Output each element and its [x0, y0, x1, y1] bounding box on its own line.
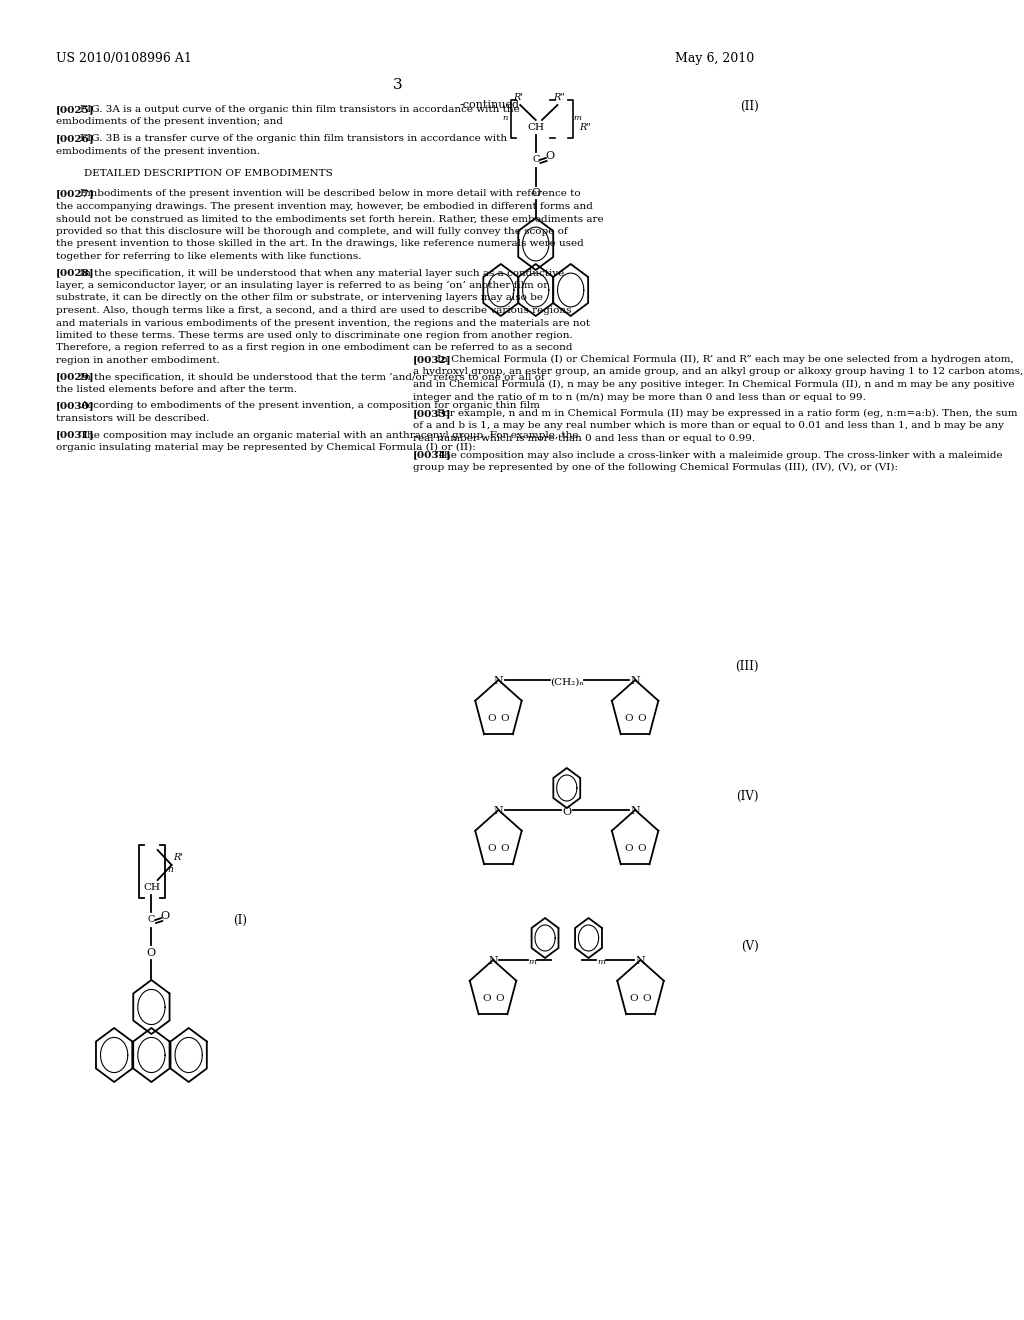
Text: O: O — [501, 714, 509, 723]
Text: provided so that this disclosure will be thorough and complete, and will fully c: provided so that this disclosure will be… — [56, 227, 567, 236]
Text: N: N — [488, 956, 498, 966]
Text: The composition may include an organic material with an anthracenyl group. For e: The composition may include an organic m… — [80, 430, 579, 440]
Text: O: O — [545, 150, 554, 161]
Text: O: O — [562, 807, 571, 817]
Text: the accompanying drawings. The present invention may, however, be embodied in di: the accompanying drawings. The present i… — [56, 202, 593, 211]
Text: FIG. 3A is a output curve of the organic thin film transistors in accordance wit: FIG. 3A is a output curve of the organic… — [80, 106, 520, 114]
Text: O: O — [630, 994, 638, 1003]
Text: [0032]: [0032] — [413, 355, 452, 364]
Text: m: m — [573, 114, 582, 121]
Text: group may be represented by one of the following Chemical Formulas (III), (IV), : group may be represented by one of the f… — [413, 463, 898, 473]
Text: O: O — [487, 843, 497, 853]
Text: -continued: -continued — [460, 100, 519, 110]
Text: n: n — [168, 866, 173, 874]
Text: (V): (V) — [740, 940, 759, 953]
Text: O: O — [501, 843, 509, 853]
Text: (CH₂)ₙ: (CH₂)ₙ — [550, 677, 584, 686]
Text: R': R' — [514, 92, 523, 102]
Text: layer, a semiconductor layer, or an insulating layer is referred to as being ‘on: layer, a semiconductor layer, or an insu… — [56, 281, 548, 290]
Text: O: O — [161, 911, 170, 921]
Text: According to embodiments of the present invention, a composition for organic thi: According to embodiments of the present … — [80, 401, 540, 411]
Text: [0030]: [0030] — [56, 401, 94, 411]
Text: limited to these terms. These terms are used only to discriminate one region fro: limited to these terms. These terms are … — [56, 331, 572, 341]
Text: a hydroxyl group, an ester group, an amide group, and an alkyl group or alkoxy g: a hydroxyl group, an ester group, an ami… — [413, 367, 1023, 376]
Text: integer and the ratio of m to n (m/n) may be more than 0 and less than or equal : integer and the ratio of m to n (m/n) ma… — [413, 392, 866, 401]
Text: O: O — [487, 714, 497, 723]
Text: (I): (I) — [232, 913, 247, 927]
Text: and materials in various embodiments of the present invention, the regions and t: and materials in various embodiments of … — [56, 318, 590, 327]
Text: and in Chemical Formula (I), n may be any positive integer. In Chemical Formula : and in Chemical Formula (I), n may be an… — [413, 380, 1015, 389]
Text: [0027]: [0027] — [56, 190, 94, 198]
Text: present. Also, though terms like a first, a second, and a third are used to desc: present. Also, though terms like a first… — [56, 306, 571, 315]
Text: R": R" — [580, 124, 591, 132]
Text: R': R' — [173, 854, 183, 862]
Text: substrate, it can be directly on the other film or substrate, or intervening lay: substrate, it can be directly on the oth… — [56, 293, 543, 302]
Text: real number which is more than 0 and less than or equal to 0.99.: real number which is more than 0 and les… — [413, 434, 755, 444]
Text: O: O — [637, 843, 646, 853]
Text: O: O — [146, 948, 156, 958]
Text: the present invention to those skilled in the art. In the drawings, like referen: the present invention to those skilled i… — [56, 239, 584, 248]
Text: The composition may also include a cross-linker with a maleimide group. The cros: The composition may also include a cross… — [437, 450, 1002, 459]
Text: O: O — [496, 994, 504, 1003]
Text: embodiments of the present invention; and: embodiments of the present invention; an… — [56, 117, 283, 127]
Text: N: N — [630, 676, 640, 686]
Text: of a and b is 1, a may be any real number which is more than or equal to 0.01 an: of a and b is 1, a may be any real numbe… — [413, 421, 1004, 430]
Text: (II): (II) — [739, 100, 759, 114]
Text: DETAILED DESCRIPTION OF EMBODIMENTS: DETAILED DESCRIPTION OF EMBODIMENTS — [84, 169, 333, 178]
Text: Embodiments of the present invention will be described below in more detail with: Embodiments of the present invention wil… — [80, 190, 581, 198]
Text: For example, n and m in Chemical Formula (II) may be expressed in a ratio form (: For example, n and m in Chemical Formula… — [437, 409, 1018, 418]
Text: [0029]: [0029] — [56, 372, 94, 381]
Text: [0025]: [0025] — [56, 106, 94, 114]
Text: O: O — [531, 187, 541, 198]
Text: [0033]: [0033] — [413, 409, 452, 418]
Text: N: N — [494, 807, 504, 816]
Text: together for referring to like elements with like functions.: together for referring to like elements … — [56, 252, 361, 261]
Text: C: C — [147, 916, 155, 924]
Text: m: m — [597, 958, 605, 966]
Text: Therefore, a region referred to as a first region in one embodiment can be refer: Therefore, a region referred to as a fir… — [56, 343, 572, 352]
Text: O: O — [625, 714, 633, 723]
Text: R": R" — [553, 92, 565, 102]
Text: the listed elements before and after the term.: the listed elements before and after the… — [56, 385, 297, 393]
Text: organic insulating material may be represented by Chemical Formula (I) or (II):: organic insulating material may be repre… — [56, 444, 476, 453]
Text: CH: CH — [527, 124, 544, 132]
Text: region in another embodiment.: region in another embodiment. — [56, 356, 220, 366]
Text: [0034]: [0034] — [413, 450, 452, 459]
Text: O: O — [482, 994, 490, 1003]
Text: [0028]: [0028] — [56, 268, 94, 277]
Text: m: m — [528, 958, 537, 966]
Text: May 6, 2010: May 6, 2010 — [676, 51, 755, 65]
Text: C: C — [532, 156, 540, 165]
Text: transistors will be described.: transistors will be described. — [56, 414, 209, 422]
Text: US 2010/0108996 A1: US 2010/0108996 A1 — [56, 51, 191, 65]
Text: N: N — [494, 676, 504, 686]
Text: n: n — [502, 114, 507, 121]
Text: In the specification, it will be understood that when any material layer such as: In the specification, it will be underst… — [80, 268, 564, 277]
Text: In the specification, it should be understood that the term ‘and/or’ refers to o: In the specification, it should be under… — [80, 372, 545, 381]
Text: N: N — [630, 807, 640, 816]
Text: O: O — [637, 714, 646, 723]
Text: [0026]: [0026] — [56, 135, 94, 143]
Text: embodiments of the present invention.: embodiments of the present invention. — [56, 147, 260, 156]
Text: In Chemical Formula (I) or Chemical Formula (II), R’ and R” each may be one sele: In Chemical Formula (I) or Chemical Form… — [437, 355, 1014, 364]
Text: 3: 3 — [393, 78, 402, 92]
Text: FIG. 3B is a transfer curve of the organic thin film transistors in accordance w: FIG. 3B is a transfer curve of the organ… — [80, 135, 507, 143]
Text: O: O — [643, 994, 651, 1003]
Text: (IV): (IV) — [736, 789, 759, 803]
Text: [0031]: [0031] — [56, 430, 94, 440]
Text: (III): (III) — [735, 660, 759, 673]
Text: CH: CH — [143, 883, 160, 892]
Text: N: N — [636, 956, 645, 966]
Text: O: O — [625, 843, 633, 853]
Text: should not be construed as limited to the embodiments set forth herein. Rather, : should not be construed as limited to th… — [56, 214, 603, 223]
